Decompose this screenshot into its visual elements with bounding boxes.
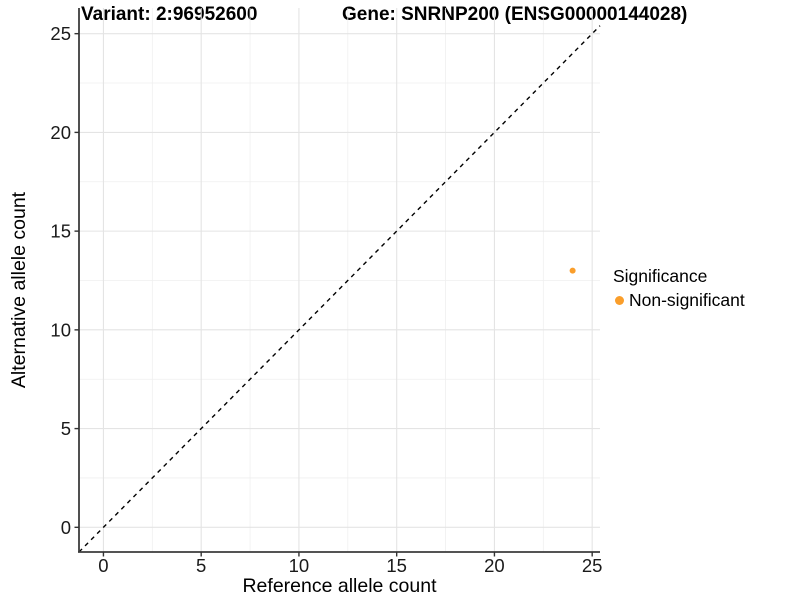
x-tick-label: 15 [386, 555, 407, 576]
y-tick-label: 10 [50, 319, 71, 340]
y-tick-label: 20 [50, 122, 71, 143]
y-tick-label: 15 [50, 221, 71, 242]
legend: Significance Non-significant [613, 266, 745, 311]
identity-reference-line [78, 25, 601, 553]
x-axis-tick-labels: 0 5 10 15 20 25 [98, 555, 602, 576]
x-tick-label: 20 [484, 555, 505, 576]
x-axis-tick-marks [102, 552, 593, 557]
legend-point-icon [615, 296, 624, 305]
major-gridlines [79, 8, 600, 552]
data-points [569, 267, 576, 274]
x-tick-label: 25 [582, 555, 603, 576]
legend-entry: Non-significant [613, 290, 745, 311]
y-tick-label: 25 [50, 23, 71, 44]
minor-gridlines [79, 8, 600, 552]
y-axis-tick-labels: 0 5 10 15 20 25 [50, 23, 71, 538]
legend-title: Significance [613, 266, 708, 286]
y-axis-tick-marks [74, 32, 79, 529]
legend-entry-label: Non-significant [629, 290, 745, 310]
x-tick-label: 5 [196, 555, 206, 576]
y-tick-label: 5 [61, 418, 71, 439]
gene-title: Gene: SNRNP200 (ENSG00000144028) [342, 4, 688, 25]
y-axis-title: Alternative allele count [8, 191, 30, 389]
y-tick-label: 0 [61, 517, 71, 538]
variant-title: Variant: 2:96952600 [81, 4, 258, 25]
x-tick-label: 0 [98, 555, 108, 576]
x-axis-title: Reference allele count [242, 575, 437, 597]
x-tick-label: 10 [289, 555, 310, 576]
scatter-point [569, 267, 576, 274]
